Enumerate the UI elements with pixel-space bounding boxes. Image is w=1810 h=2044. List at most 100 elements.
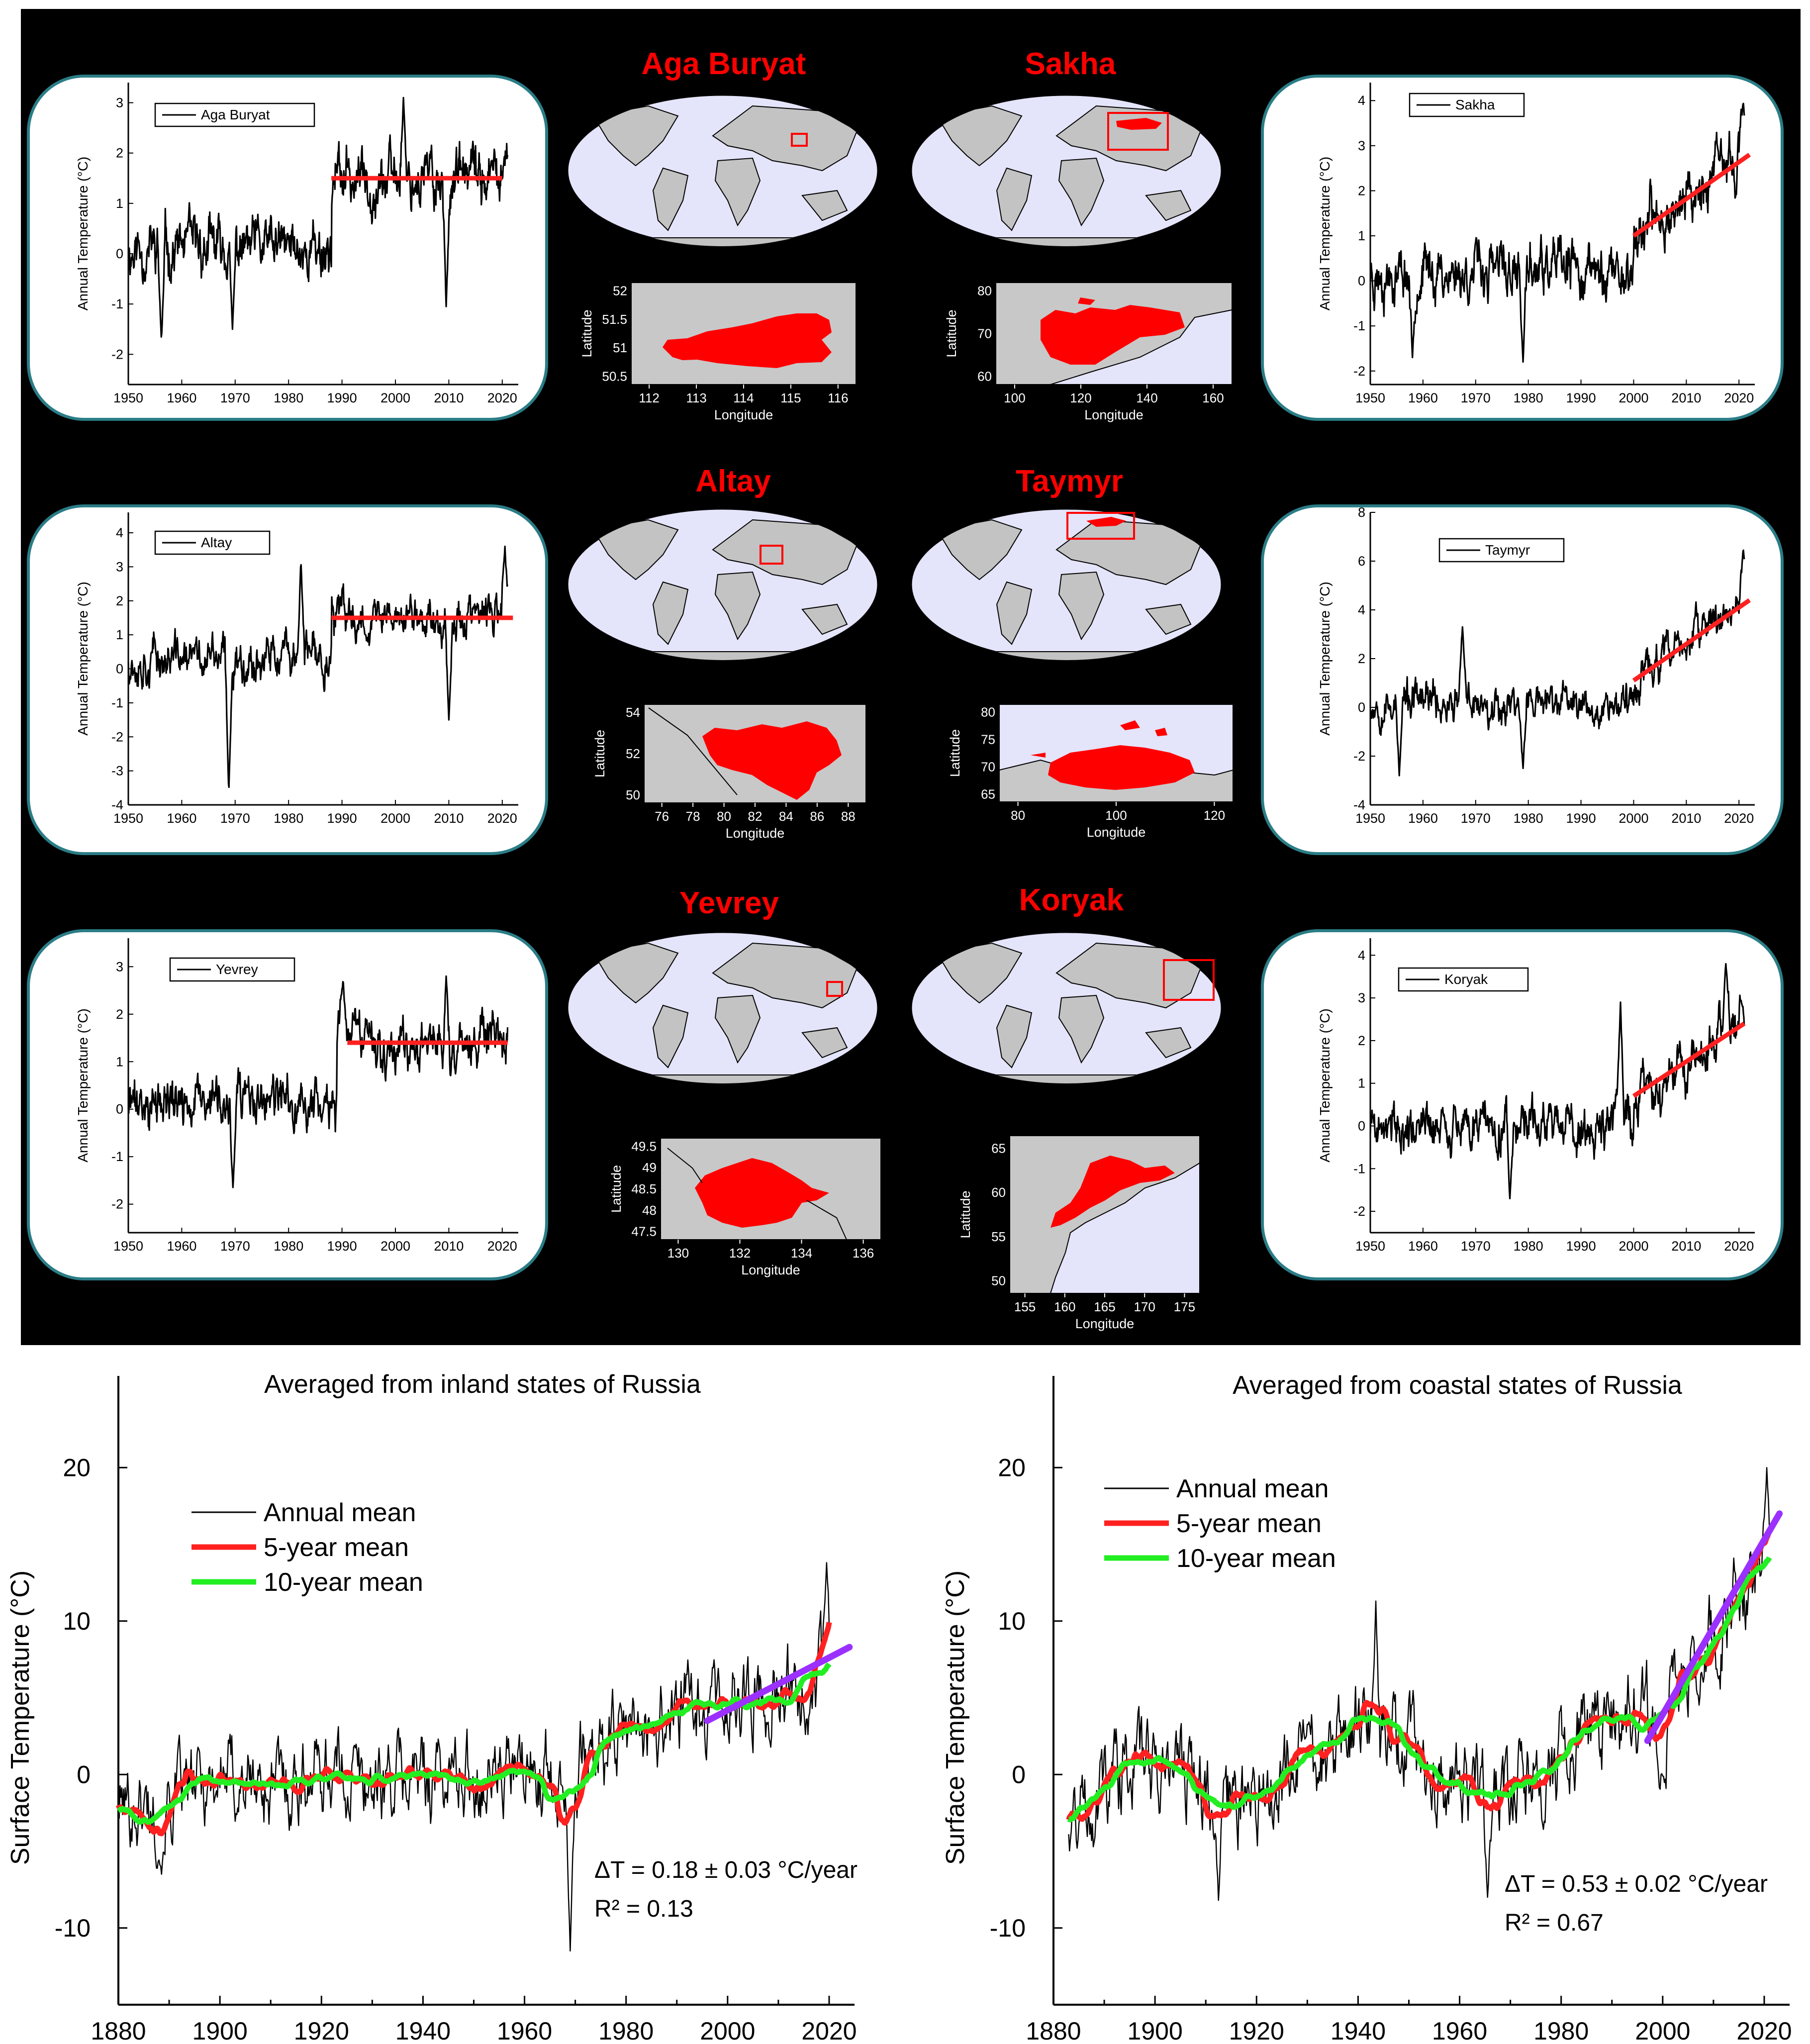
chart-card-altay xyxy=(27,504,548,855)
lon-tick-label: 88 xyxy=(841,809,856,824)
x-tick-label: 2020 xyxy=(487,390,517,405)
legend-label: 10-year mean xyxy=(1176,1544,1336,1573)
legend-label: Taymyr xyxy=(1485,542,1530,558)
legend: Taymyr xyxy=(1438,538,1565,563)
small-chart-aga-buryat: -2 -1 0 1 2 3 1950 1960 1970 1980 1990 2000 2010 2020… xyxy=(75,83,518,405)
y-tick-label: -1 xyxy=(1353,318,1365,333)
lat-tick-label: 60 xyxy=(991,1185,1006,1200)
x-tick-label: 2000 xyxy=(381,1239,410,1254)
y-tick-label: 3 xyxy=(1358,990,1365,1005)
region-map-aga-buryat xyxy=(631,283,856,385)
legend: Aga Buryat xyxy=(154,102,315,127)
small-chart-altay: -4 -3 -2 -1 0 1 2 3 4 1950 1960 1970 1980 1990 2000 201… xyxy=(75,512,518,826)
x-tick-label: 1990 xyxy=(1566,390,1596,405)
region-fill-aga-buryat xyxy=(663,313,832,368)
y-tick-label: 10 xyxy=(63,1607,91,1635)
region-map-taymyr xyxy=(999,704,1234,802)
y-tick-label: 6 xyxy=(1358,554,1365,569)
x-tick-label: 2000 xyxy=(381,390,410,405)
region-axes-koryak: 155 160 165 170 175 65 60 55 50 Longitude Latitude xyxy=(958,1135,1200,1331)
x-tick-label: 1940 xyxy=(1331,2017,1386,2044)
lat-tick-label: 47.5 xyxy=(631,1224,657,1239)
annual-mean-line xyxy=(118,1562,830,1952)
region-axes-yevrey: 130 132 134 136 49.5 49 48.5 48 47.5 Longitude Lat… xyxy=(609,1138,881,1277)
trend-line xyxy=(1632,153,1751,238)
y-tick-label: 2 xyxy=(116,146,123,161)
y-tick-label: -2 xyxy=(111,729,123,744)
top-panel: Aga Buryat Sakha Altay Taymyr Yevrey Kor… xyxy=(21,9,1801,1345)
lat-tick-label: 65 xyxy=(981,786,995,801)
big-chart-inland: -10 0 10 20 1880 1900 1920 1940 1960 1980 2000 2020… xyxy=(6,1376,857,2044)
x-tick-label: 1950 xyxy=(1355,390,1385,405)
y-tick-label: 2 xyxy=(1358,1033,1365,1048)
x-tick-label: 1960 xyxy=(1408,390,1438,405)
x-tick-label: 1990 xyxy=(327,390,357,405)
y-tick-label: 1 xyxy=(116,1054,123,1069)
annual-temperature-line xyxy=(1369,963,1745,1199)
x-tick-label: 1970 xyxy=(1461,1239,1491,1254)
lat-tick-label: 48.5 xyxy=(631,1181,657,1196)
y-axis-label: Annual Temperature (°C) xyxy=(1317,1008,1333,1163)
lon-tick-label: 140 xyxy=(1136,390,1157,405)
y-tick-label: 2 xyxy=(116,1007,123,1022)
y-tick-label: 0 xyxy=(1012,1760,1026,1788)
x-tick-label: 1980 xyxy=(274,1239,303,1254)
x-tick-label: 1970 xyxy=(220,390,250,405)
lon-tick-label: 78 xyxy=(686,809,700,824)
region-fill-yevrey xyxy=(695,1158,829,1228)
x-tick-label: 1980 xyxy=(1533,2017,1589,2044)
lon-tick-label: 86 xyxy=(810,809,824,824)
x-tick-label: 2010 xyxy=(1671,390,1701,405)
lat-tick-label: 65 xyxy=(991,1141,1006,1156)
x-tick-label: 2020 xyxy=(801,2017,857,2044)
annual-temperature-line xyxy=(127,545,509,788)
map-title-taymyr: Taymyr xyxy=(1016,464,1123,498)
legend: Koryak xyxy=(1398,967,1529,992)
lat-tick-label: 75 xyxy=(981,732,995,747)
y-tick-label: 8 xyxy=(1358,505,1365,520)
legend-label: Yevrey xyxy=(216,962,258,977)
y-tick-label: 3 xyxy=(116,559,123,574)
y-tick-label: -3 xyxy=(111,764,123,779)
region-map-altay xyxy=(644,704,866,803)
lon-tick-label: 100 xyxy=(1105,808,1127,823)
lat-tick-label: 52 xyxy=(613,283,627,298)
lon-tick-label: 114 xyxy=(733,390,754,405)
y-tick-label: 1 xyxy=(1358,1076,1365,1091)
lon-tick-label: 132 xyxy=(729,1246,751,1261)
region-axes-altay: 76 78 80 82 84 86 88 54 52 50 Longitude Latitude xyxy=(592,704,866,841)
x-tick-label: 1960 xyxy=(167,1239,196,1254)
y-tick-label: 20 xyxy=(998,1454,1026,1481)
x-tick-label: 1980 xyxy=(1514,390,1543,405)
region-xlabel: Longitude xyxy=(714,407,773,422)
lat-tick-label: 50 xyxy=(991,1273,1006,1288)
y-axis-label: Surface Temperature (°C) xyxy=(6,1570,35,1865)
lat-tick-label: 55 xyxy=(991,1229,1006,1244)
x-tick-label: 2020 xyxy=(1724,1239,1754,1254)
big-chart-coastal: -10 0 10 20 1880 1900 1920 1940 1960 1980 2000 2020… xyxy=(941,1376,1792,2044)
lat-tick-label: 80 xyxy=(981,705,995,720)
lon-tick-label: 160 xyxy=(1202,390,1224,405)
legend-label: Annual mean xyxy=(264,1498,416,1527)
x-tick-label: 1990 xyxy=(1566,811,1596,826)
y-tick-label: 3 xyxy=(116,95,123,110)
x-tick-label: 1980 xyxy=(598,2017,654,2044)
lat-tick-label: 50.5 xyxy=(602,369,627,384)
x-tick-label: 1990 xyxy=(1566,1239,1596,1254)
chart-card-sakha xyxy=(1261,75,1784,421)
x-tick-label: 1950 xyxy=(113,811,143,826)
y-tick-label: -10 xyxy=(990,1914,1026,1942)
lon-tick-label: 115 xyxy=(780,390,801,405)
region-fill-sakha xyxy=(1041,305,1185,365)
x-tick-label: 1970 xyxy=(220,1239,250,1254)
lon-tick-label: 175 xyxy=(1174,1299,1195,1314)
x-tick-label: 2000 xyxy=(1619,1239,1648,1254)
x-tick-label: 2000 xyxy=(1619,390,1648,405)
lon-tick-label: 82 xyxy=(748,809,762,824)
world-map-koryak xyxy=(910,931,1223,1084)
bottom-chart-title-inland: Averaged from inland states of Russia xyxy=(264,1370,701,1399)
lon-tick-label: 155 xyxy=(1014,1299,1036,1314)
region-xlabel: Longitude xyxy=(741,1263,800,1277)
x-tick-label: 2010 xyxy=(434,390,464,405)
